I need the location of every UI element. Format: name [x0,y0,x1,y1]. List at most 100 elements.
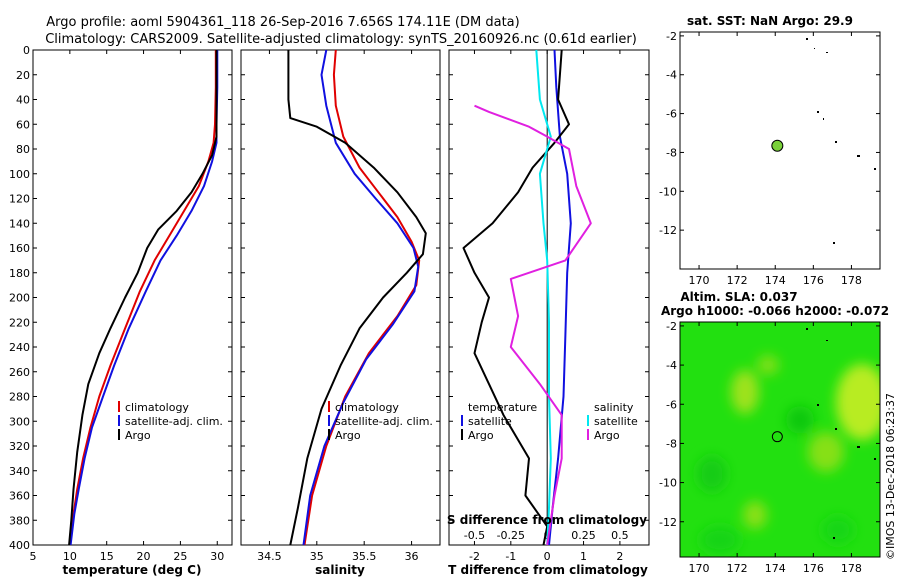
island-dot [835,141,837,143]
x-tick-label: 25 [173,550,187,563]
sst-map-islands [806,38,876,244]
legend-label-argo: Argo [335,429,361,442]
y-tick-label: 40 [16,94,30,107]
temperature-x-label: temperature (deg C) [63,563,202,577]
x-tick-label: 176 [803,562,824,575]
x-tick-label: 20 [137,550,151,563]
difference-legend-salinity: salinity satellite Argo [587,401,638,442]
x-tick-label: 172 [727,562,748,575]
difference-panel: -2 -1 0 1 2-0.5 -0.25 0 0.25 0.5 temperature sat… [447,49,650,577]
y-tick-label: 400 [9,539,30,552]
y-tick-label: -2 [666,320,677,333]
argo-position-marker [771,431,783,443]
y-tick-label: -10 [659,477,677,490]
s-tick-label: -0.5 [464,529,485,542]
x-tick-label: 172 [727,274,748,287]
x-tick-label: 178 [841,562,862,575]
salinity-panel: 34.5 35 35.5 36 climatology satellite-adj. … [240,49,441,577]
series-line-s-argo [474,104,592,546]
x-tick-label: 0 [544,550,551,563]
sla-anomaly-high [808,432,844,472]
sla-map-frame [679,321,881,558]
y-tick-label: 0 [23,44,30,57]
y-tick-label: 300 [9,415,30,428]
x-tick-label: 170 [689,274,710,287]
x-tick-label: 35.5 [352,550,377,563]
sla-anomaly-low [700,526,740,554]
salinity-axes-frame [240,49,441,546]
y-tick-label: 280 [9,391,30,404]
legend-label-satellite-adj: satellite-adj. clim. [125,415,223,428]
x-tick-label: -1 [505,550,516,563]
sla-anomaly-high [757,355,779,375]
y-tick-label: 320 [9,440,30,453]
island-dot [857,446,860,448]
chart-title-line1: Argo profile: aoml 5904361_118 26-Sep-20… [46,15,519,30]
temperature-panel: 0 20 40 60 80 100 120 140 160 180 200 220 240 260 280 3… [9,44,233,577]
y-tick-label: -8 [666,437,677,450]
legend-label-climatology: climatology [335,401,399,414]
series-line-t-satellite [548,49,572,546]
x-tick-label: 15 [100,550,114,563]
difference-legend-temperature: temperature satellite Argo [461,401,537,442]
legend-label-satellite-adj: satellite-adj. clim. [335,415,433,428]
salinity-ticks: 34.5 35 35.5 36 [241,49,440,563]
sst-map-ticks: 170 172 174 176 178 -2 -4 -6 -8 -10 -12 [659,30,880,287]
island-dot [835,428,837,430]
sla-map-subtitle: Argo h1000: -0.066 h2000: -0.072 [661,304,889,318]
legend-label-climatology: climatology [125,401,189,414]
sla-anomaly-low [822,516,854,544]
y-tick-label: 180 [9,267,30,280]
island-dot [833,242,835,244]
argo-position-marker [771,139,784,152]
y-tick-label: -8 [666,146,677,159]
chart-title-line2: Climatology: CARS2009. Satellite-adjuste… [45,32,637,47]
y-tick-label: 260 [9,366,30,379]
y-tick-label: 120 [9,193,30,206]
series-line-t-argo [462,49,570,546]
y-tick-label: 240 [9,341,30,354]
island-dot [833,537,835,539]
x-tick-label: 170 [689,562,710,575]
sla-map-panel: Altim. SLA: 0.037 Argo h1000: -0.066 h20… [659,290,889,575]
y-tick-label: -2 [666,30,677,43]
legend-label-s-argo: Argo [594,429,620,442]
x-tick-label: 30 [210,550,224,563]
y-tick-label: 20 [16,69,30,82]
y-tick-label: 340 [9,465,30,478]
x-tick-label: 174 [765,562,786,575]
sla-anomaly-high [731,370,759,414]
s-tick-label: -0.25 [497,529,525,542]
sst-map-panel: sat. SST: NaN Argo: 29.9 170 172 174 176 178… [659,14,881,287]
sla-anomaly-low [697,456,727,492]
series-line-s-satellite [535,49,552,546]
y-tick-label: -12 [659,224,677,237]
island-dot [874,168,876,170]
x-tick-label: 1 [580,550,587,563]
y-tick-label: 80 [16,143,30,156]
x-tick-label: 35 [310,550,324,563]
sla-background [680,322,880,557]
legend-label-t-satellite: satellite [468,415,512,428]
temperature-legend: climatology satellite-adj. clim. Argo [118,401,223,442]
island-dot [814,48,815,49]
x-tick-label: 36 [405,550,419,563]
island-dot [826,340,828,341]
legend-header-temperature: temperature [468,401,537,414]
legend-label-argo: Argo [125,429,151,442]
sst-map-title: sat. SST: NaN Argo: 29.9 [687,14,853,28]
y-tick-label: 60 [16,118,30,131]
difference-top-x-label: S difference from climatology [447,513,647,527]
x-tick-label: 5 [30,550,37,563]
salinity-x-label: salinity [315,563,365,577]
legend-label-t-argo: Argo [468,429,494,442]
sla-heatmap [680,322,880,557]
island-dot [806,38,808,40]
y-tick-label: -4 [666,69,677,82]
island-dot [826,52,828,53]
x-tick-label: -2 [469,550,480,563]
x-tick-label: 178 [841,274,862,287]
sla-map-ticks: 170 172 174 176 178 -2 -4 -6 -8 -10 -12 [659,320,880,575]
y-tick-label: -6 [666,108,677,121]
